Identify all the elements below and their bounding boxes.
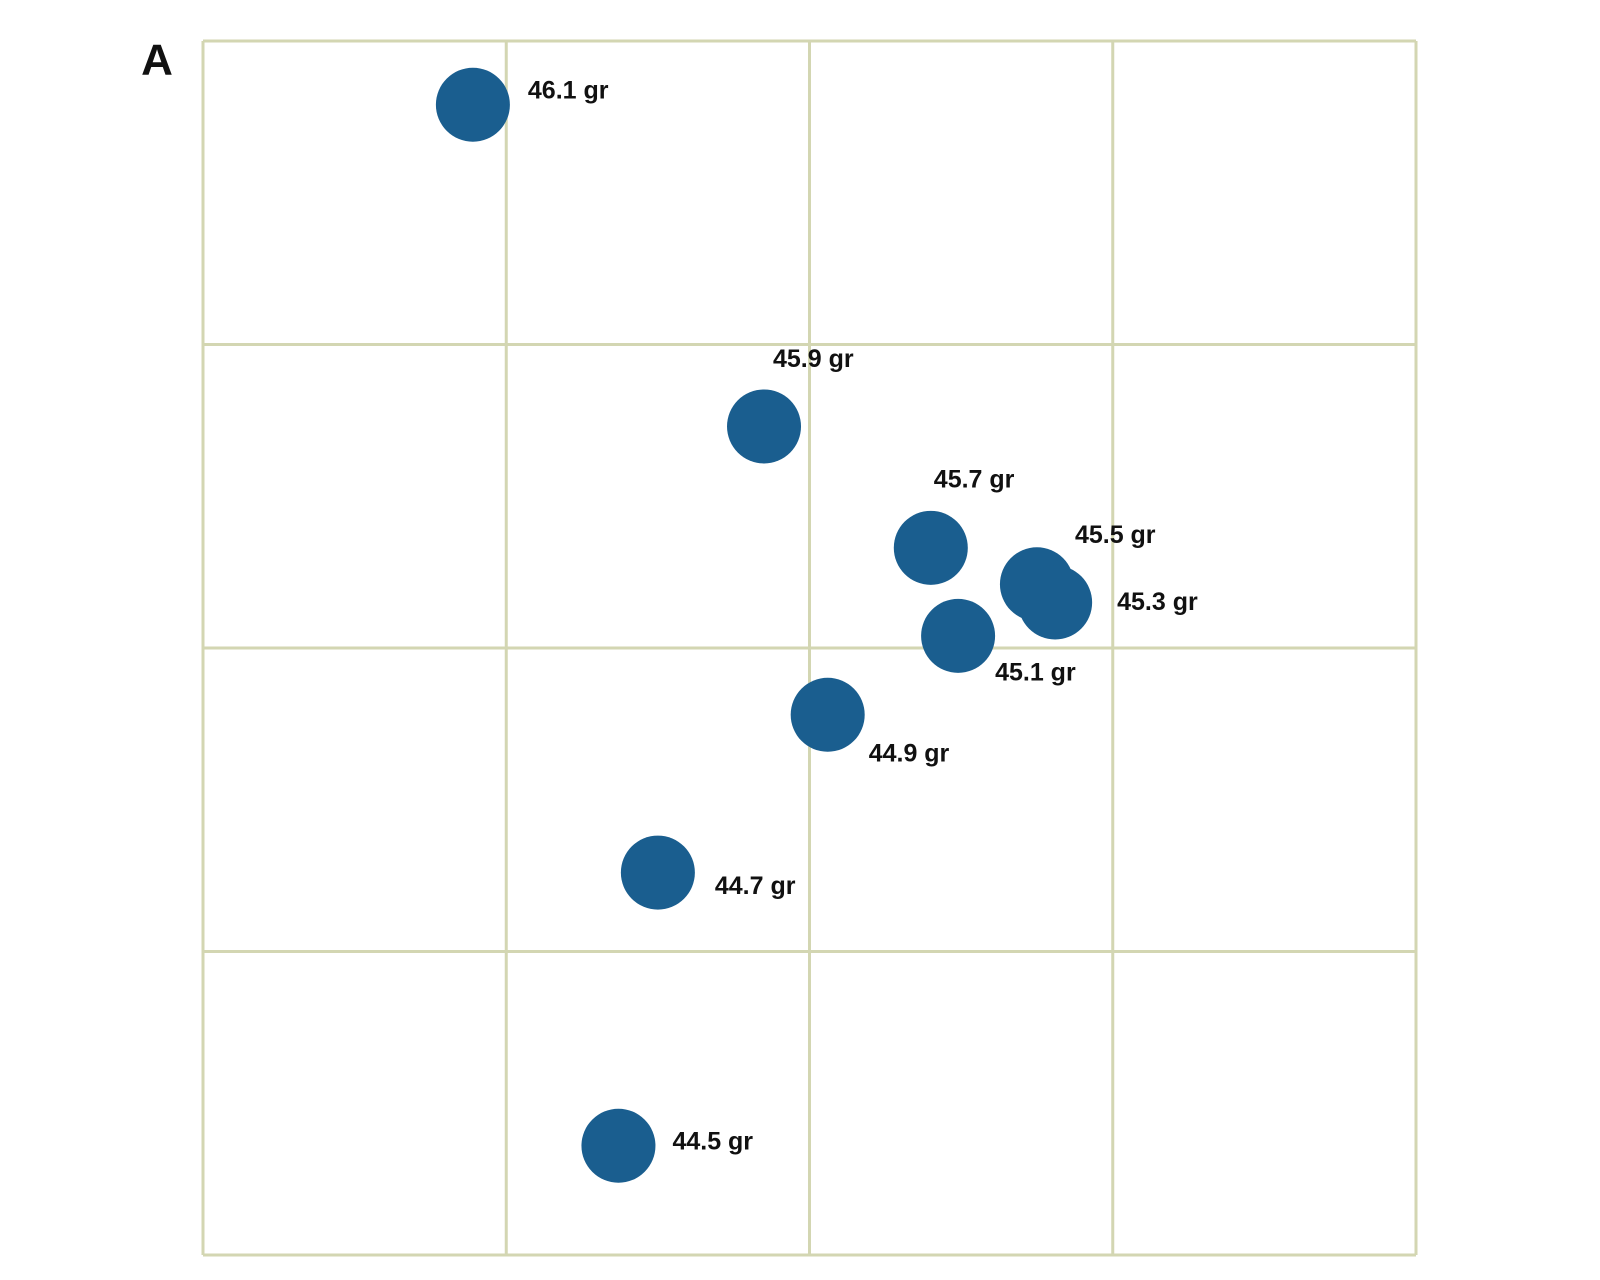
point <box>893 510 968 585</box>
panel-label: A <box>141 36 173 85</box>
data-label: 44.5 gr <box>672 1127 753 1155</box>
point <box>727 389 802 464</box>
point <box>790 677 865 752</box>
data-label: 45.5 gr <box>1075 521 1156 549</box>
point <box>435 67 510 142</box>
data-label: 45.3 gr <box>1117 588 1198 616</box>
data-label: 45.9 gr <box>773 345 854 373</box>
data-label: 45.7 gr <box>934 465 1015 493</box>
point <box>1018 565 1093 640</box>
point <box>581 1108 656 1183</box>
point <box>620 835 695 910</box>
data-label: 46.1 gr <box>528 76 609 104</box>
data-label: 44.7 gr <box>715 872 796 900</box>
data-label: 44.9 gr <box>869 739 950 767</box>
point <box>921 598 996 673</box>
data-label: 45.1 gr <box>995 658 1076 686</box>
